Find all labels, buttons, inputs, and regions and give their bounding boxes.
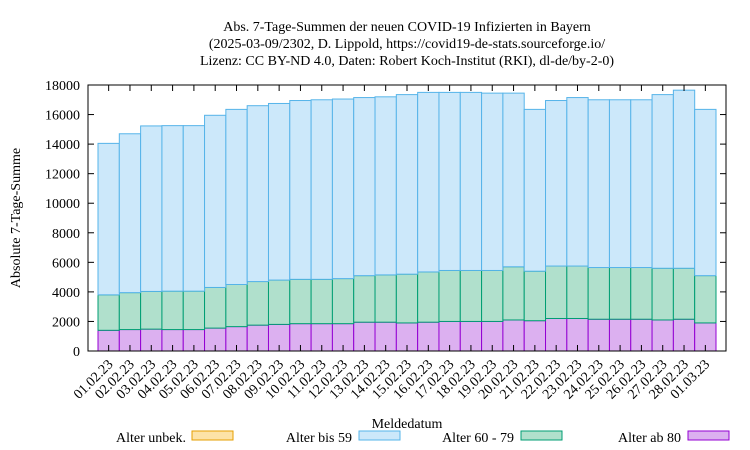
bar-alter-bis-59-21.02.23: [523, 108, 547, 272]
bar-alter-bis-59-26.02.23: [630, 99, 653, 269]
bar-alter-bis-59-01.02.23: [97, 142, 120, 296]
y-axis-label: Absolute 7-Tage-Summe: [9, 148, 24, 288]
bar-alter-60-79-01.03.23: [694, 275, 717, 324]
bar-alter-60-79-15.02.23: [395, 273, 419, 324]
bar-alter-60-79-03.02.23: [140, 290, 163, 330]
legend-label: Alter 60 - 79: [442, 431, 514, 446]
legend-swatch: [358, 430, 401, 441]
y-tick-label: 18000: [45, 79, 80, 94]
y-tick-label: 4000: [52, 286, 80, 301]
bar-alter-60-79-28.02.23: [672, 267, 696, 320]
bar-alter-bis-59-28.02.23: [672, 89, 696, 269]
bar-alter-bis-59-25.02.23: [608, 99, 632, 269]
bar-alter-60-79-05.02.23: [182, 290, 206, 331]
bar-alter-60-79-12.02.23: [331, 278, 355, 325]
bar-series-group: [97, 89, 717, 352]
bar-alter-60-79-08.02.23: [246, 281, 269, 326]
legend-item-alter-ab-80: Alter ab 80: [618, 430, 730, 446]
bar-alter-60-79-20.02.23: [502, 266, 525, 321]
bar-alter-60-79-27.02.23: [651, 267, 674, 321]
legend-item-alter-60-79: Alter 60 - 79: [442, 430, 563, 446]
bar-alter-bis-59-12.02.23: [331, 98, 355, 280]
legend-label: Alter ab 80: [618, 431, 681, 446]
bar-alter-60-79-21.02.23: [523, 270, 547, 322]
bar-alter-bis-59-09.02.23: [267, 102, 291, 281]
y-tick-label: 14000: [45, 138, 80, 153]
bar-alter-60-79-19.02.23: [481, 269, 504, 322]
series-alter-60-79: [97, 265, 717, 331]
bar-alter-60-79-04.02.23: [161, 290, 184, 331]
bar-alter-bis-59-06.02.23: [204, 114, 227, 288]
bar-alter-60-79-16.02.23: [417, 271, 440, 323]
bar-alter-bis-59-24.02.23: [587, 99, 610, 269]
bar-alter-bis-59-08.02.23: [246, 105, 269, 283]
bar-alter-bis-59-19.02.23: [481, 92, 504, 271]
y-tick-label: 2000: [52, 315, 80, 330]
bar-alter-bis-59-04.02.23: [161, 125, 184, 292]
legend-item-alter-bis-59: Alter bis 59: [286, 430, 401, 446]
bar-alter-60-79-11.02.23: [310, 278, 333, 325]
y-tick-label: 16000: [45, 109, 80, 124]
bar-alter-60-79-09.02.23: [267, 279, 291, 325]
bar-alter-60-79-01.02.23: [97, 294, 120, 331]
bar-alter-bis-59-18.02.23: [459, 91, 483, 271]
bar-alter-60-79-14.02.23: [374, 274, 397, 323]
bar-alter-60-79-22.02.23: [545, 265, 568, 319]
x-axis-label: Meldedatum: [372, 417, 443, 432]
chart-title-line-1: Abs. 7-Tage-Summen der neuen COVID-19 In…: [223, 20, 591, 35]
bar-alter-bis-59-03.02.23: [140, 125, 163, 292]
bar-alter-60-79-07.02.23: [225, 284, 248, 328]
y-tick-label: 0: [73, 345, 80, 360]
chart-title-line-2: (2025-03-09/2302, D. Lippold, https://co…: [209, 37, 605, 52]
bar-alter-60-79-06.02.23: [204, 286, 227, 329]
bar-alter-bis-59-02.02.23: [118, 133, 142, 294]
bar-alter-bis-59-07.02.23: [225, 108, 248, 285]
legend-label: Alter unbek.: [116, 431, 186, 446]
legend-label: Alter bis 59: [286, 431, 352, 446]
bar-alter-bis-59-14.02.23: [374, 96, 397, 276]
bar-alter-bis-59-16.02.23: [417, 91, 440, 273]
bar-alter-60-79-18.02.23: [459, 269, 483, 322]
bar-alter-bis-59-01.03.23: [694, 108, 717, 277]
legend-swatch: [520, 430, 563, 441]
y-axis: 0 2000 4000 6000 8000 10000 12000 14000 16000 180…: [45, 79, 726, 360]
y-tick-label: 8000: [52, 227, 80, 242]
bar-alter-60-79-25.02.23: [608, 267, 632, 320]
bar-alter-bis-59-05.02.23: [182, 125, 206, 292]
bar-alter-bis-59-10.02.23: [289, 100, 312, 280]
y-tick-label: 10000: [45, 197, 80, 212]
bar-alter-60-79-26.02.23: [630, 267, 653, 320]
bar-alter-60-79-02.02.23: [118, 292, 142, 331]
bar-alter-60-79-24.02.23: [587, 267, 610, 320]
bar-alter-bis-59-27.02.23: [651, 94, 674, 269]
legend-item-alter-unbek: Alter unbek.: [116, 430, 234, 446]
bar-alter-bis-59-20.02.23: [502, 92, 525, 268]
bar-alter-60-79-13.02.23: [353, 275, 376, 323]
bar-alter-60-79-10.02.23: [289, 278, 312, 325]
bar-alter-bis-59-17.02.23: [438, 91, 461, 271]
legend-swatch: [191, 430, 234, 441]
chart-title: Abs. 7-Tage-Summen der neuen COVID-19 In…: [200, 20, 614, 69]
bar-alter-bis-59-13.02.23: [353, 97, 376, 277]
legend: Alter unbek. Alter bis 59 Alter 60 - 79 Alt…: [116, 430, 730, 446]
bar-alter-bis-59-11.02.23: [310, 99, 333, 280]
bar-alter-60-79-23.02.23: [566, 265, 589, 319]
plot-frame: [87, 84, 727, 352]
legend-swatch: [687, 430, 730, 441]
y-tick-label: 6000: [52, 256, 80, 271]
bar-alter-60-79-17.02.23: [438, 269, 461, 322]
chart-title-line-3: Lizenz: CC BY-ND 4.0, Daten: Robert Koch…: [200, 54, 614, 69]
y-tick-label: 12000: [45, 168, 80, 183]
bar-alter-bis-59-15.02.23: [395, 94, 419, 275]
series-alter-bis-59: [97, 89, 717, 296]
bar-alter-bis-59-22.02.23: [545, 100, 568, 267]
bar-alter-bis-59-23.02.23: [566, 97, 589, 267]
